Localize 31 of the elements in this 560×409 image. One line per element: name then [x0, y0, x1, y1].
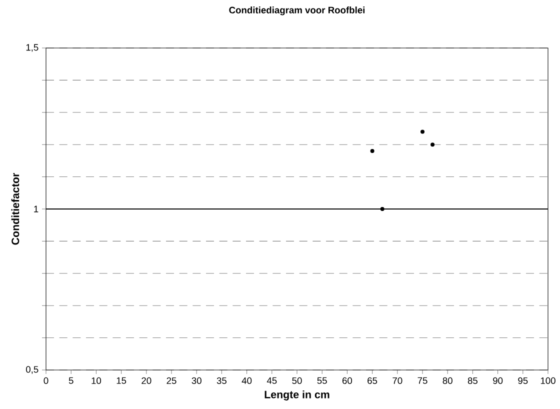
x-axis-title: Lengte in cm — [264, 390, 330, 400]
x-tick-label: 80 — [442, 377, 452, 384]
x-tick-label: 85 — [468, 377, 478, 384]
x-tick-label: 90 — [493, 377, 503, 384]
x-tick-label: 65 — [368, 377, 378, 384]
x-tick-label: 35 — [216, 377, 226, 384]
x-tick-label: 40 — [242, 377, 252, 384]
x-tick-label: 55 — [317, 377, 327, 384]
point — [420, 130, 425, 134]
point — [430, 142, 435, 147]
x-tick-label: 50 — [292, 377, 302, 384]
x-tick-label: 25 — [166, 377, 176, 384]
x-tick-label: 5 — [68, 377, 74, 384]
chart-title: Conditiediagram voor Roofblei — [229, 6, 365, 16]
x-tick-label: 45 — [266, 377, 277, 384]
x-tick-label: 30 — [192, 377, 202, 384]
x-tick-label: 75 — [418, 377, 428, 384]
x-tick-label: 70 — [392, 377, 402, 384]
x-tick-label: 95 — [518, 377, 528, 384]
x-tick-label: 10 — [92, 377, 102, 384]
point — [380, 206, 384, 211]
y-axis-title: Conditiefactor — [11, 172, 20, 245]
y-tick-label: 1,5 — [26, 44, 38, 52]
x-tick-label: 20 — [142, 377, 152, 384]
x-tick-label: 15 — [116, 377, 126, 384]
y-tick-label: 1 — [34, 206, 38, 212]
y-tick-label: 0,5 — [26, 366, 38, 374]
x-tick-label: 60 — [342, 377, 352, 384]
x-tick-label: 0 — [44, 377, 48, 384]
point — [370, 149, 374, 154]
x-tick-label: 100 — [540, 377, 556, 384]
